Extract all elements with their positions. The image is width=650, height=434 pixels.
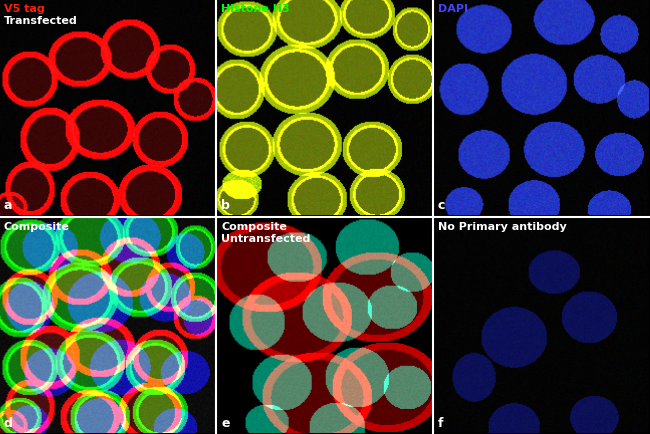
Text: V5 tag: V5 tag: [4, 4, 45, 14]
Text: Composite: Composite: [221, 222, 287, 232]
Text: a: a: [4, 199, 12, 212]
Text: c: c: [438, 199, 445, 212]
Text: Histone H3: Histone H3: [221, 4, 290, 14]
Text: Untransfected: Untransfected: [221, 234, 311, 244]
Text: No Primary antibody: No Primary antibody: [438, 222, 567, 232]
Text: b: b: [221, 199, 230, 212]
Text: d: d: [4, 417, 13, 430]
Text: f: f: [438, 417, 443, 430]
Text: Composite: Composite: [4, 222, 70, 232]
Text: Transfected: Transfected: [4, 16, 78, 26]
Text: DAPI: DAPI: [438, 4, 468, 14]
Text: e: e: [221, 417, 229, 430]
